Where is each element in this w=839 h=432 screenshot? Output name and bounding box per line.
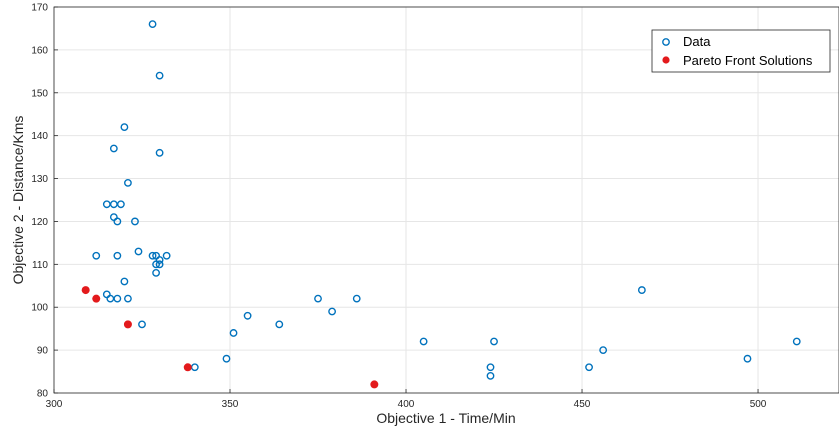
data-point bbox=[328, 307, 336, 316]
y-axis-ticks: 80 90 100 110 120 130 140 150 160 170 bbox=[31, 3, 58, 400]
data-point bbox=[243, 311, 252, 320]
series-data-markers bbox=[92, 20, 801, 380]
data-point bbox=[637, 286, 646, 294]
data-point bbox=[92, 251, 101, 260]
y-tick-label: 150 bbox=[31, 88, 48, 99]
y-tick-label: 90 bbox=[37, 346, 49, 357]
data-point bbox=[124, 178, 132, 187]
data-point bbox=[109, 200, 118, 209]
data-point bbox=[113, 217, 122, 226]
legend-data-label: Data bbox=[683, 34, 711, 49]
y-tick-label: 140 bbox=[31, 131, 48, 142]
pareto-point bbox=[123, 320, 132, 329]
x-tick-label: 400 bbox=[398, 399, 415, 410]
data-point bbox=[124, 294, 132, 303]
data-point bbox=[113, 251, 122, 260]
data-point bbox=[102, 200, 111, 209]
data-point bbox=[190, 363, 199, 372]
pareto-point bbox=[370, 380, 379, 389]
pareto-point bbox=[183, 363, 192, 372]
pareto-point bbox=[92, 294, 101, 303]
data-point bbox=[162, 251, 171, 260]
data-point bbox=[155, 148, 164, 157]
y-tick-label: 120 bbox=[31, 217, 48, 228]
data-point bbox=[152, 260, 160, 269]
data-point bbox=[120, 123, 129, 131]
data-point bbox=[116, 200, 125, 209]
data-point bbox=[275, 320, 284, 329]
data-point bbox=[120, 277, 129, 286]
data-point bbox=[155, 260, 164, 269]
data-point bbox=[229, 329, 238, 337]
data-point bbox=[134, 247, 143, 256]
data-point bbox=[109, 144, 118, 153]
legend-pareto-label: Pareto Front Solutions bbox=[683, 53, 813, 68]
data-point bbox=[314, 294, 322, 303]
legend-box bbox=[651, 29, 831, 73]
data-point bbox=[486, 363, 495, 372]
data-point bbox=[148, 20, 157, 29]
plot-area bbox=[53, 6, 839, 394]
legend-pareto-marker bbox=[662, 56, 670, 64]
y-tick-label: 110 bbox=[32, 260, 48, 271]
x-axis-ticks: 300 350 400 450 500 bbox=[46, 389, 767, 410]
data-point bbox=[486, 371, 495, 380]
data-point bbox=[131, 217, 139, 226]
data-point bbox=[743, 354, 752, 363]
y-axis-label: Objective 2 - Distance/Kms bbox=[10, 116, 26, 285]
data-point bbox=[109, 213, 118, 222]
data-point bbox=[419, 337, 428, 346]
data-point bbox=[352, 294, 361, 303]
data-point bbox=[585, 363, 593, 372]
y-tick-label: 170 bbox=[31, 3, 48, 14]
legend: Data Pareto Front Solutions bbox=[651, 29, 831, 73]
data-point bbox=[490, 337, 498, 346]
x-tick-label: 350 bbox=[222, 399, 239, 410]
data-point bbox=[138, 320, 146, 329]
data-point bbox=[148, 251, 157, 260]
data-point bbox=[102, 290, 111, 299]
series-pareto-markers bbox=[81, 286, 379, 389]
x-tick-label: 450 bbox=[574, 399, 591, 410]
pareto-point bbox=[81, 286, 90, 295]
x-tick-label: 500 bbox=[750, 399, 767, 410]
x-axis-label: Objective 1 - Time/Min bbox=[376, 410, 515, 426]
y-tick-label: 100 bbox=[31, 303, 48, 314]
data-point bbox=[152, 269, 160, 277]
data-point bbox=[155, 71, 164, 80]
data-point bbox=[222, 354, 231, 363]
data-point bbox=[599, 346, 608, 355]
x-tick-label: 300 bbox=[46, 399, 63, 410]
y-tick-label: 160 bbox=[31, 45, 48, 56]
y-tick-label: 80 bbox=[37, 389, 49, 400]
data-point bbox=[792, 337, 801, 346]
data-point bbox=[106, 294, 115, 303]
y-tick-label: 130 bbox=[31, 174, 48, 185]
legend-data-marker bbox=[662, 38, 670, 46]
data-point bbox=[113, 294, 122, 303]
